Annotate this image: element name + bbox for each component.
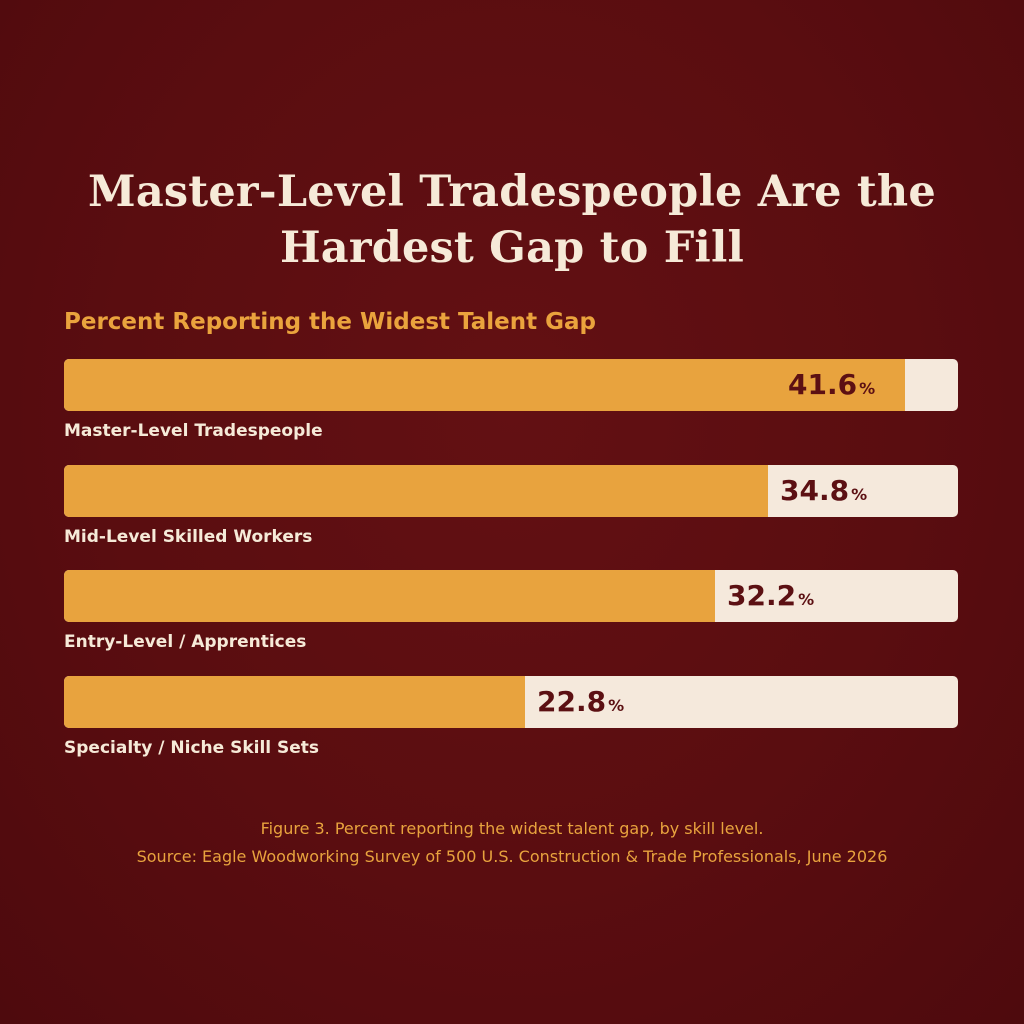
- bar-row: 34.8% Mid-Level Skilled Workers: [64, 464, 958, 547]
- bar-value-label: 32.2%: [727, 570, 814, 622]
- bar-track: [64, 359, 958, 411]
- caption-source-line: Source: Eagle Woodworking Survey of 500 …: [136, 847, 888, 866]
- bar-track: [64, 675, 958, 728]
- bar-category-label: Mid-Level Skilled Workers: [64, 526, 313, 547]
- bar-category-label: Master-Level Tradespeople: [64, 421, 323, 441]
- bar-value-label: 22.8%: [537, 676, 624, 728]
- caption-figure-line: Figure 3. Percent reporting the widest t…: [260, 819, 764, 838]
- bar-value-unit: %: [851, 484, 868, 504]
- bar-value-unit: %: [608, 695, 625, 715]
- bar: [64, 570, 715, 622]
- bar-value-unit: %: [798, 590, 815, 609]
- bar-category-label: Entry-Level / Apprentices: [64, 632, 307, 652]
- bar: [64, 359, 905, 411]
- bar-value-unit: %: [859, 379, 876, 398]
- chart-title: Master-Level Tradespeople Are the Hardes…: [88, 167, 936, 273]
- bar-value-number: 34.8: [780, 473, 850, 507]
- bar-value-number: 32.2: [727, 579, 797, 612]
- figure-caption: Figure 3. Percent reporting the widest t…: [40, 815, 984, 871]
- bar-row: 22.8% Specialty / Niche Skill Sets: [64, 675, 958, 758]
- bar: [64, 675, 525, 728]
- bar-track: [64, 570, 958, 622]
- bar-value-label: 41.6%: [788, 359, 875, 411]
- bar-row: 41.6% Master-Level Tradespeople: [64, 359, 958, 441]
- bar-value-label: 34.8%: [780, 465, 867, 517]
- bar-row: 32.2% Entry-Level / Apprentices: [64, 570, 958, 652]
- bar-track: [64, 464, 958, 517]
- bar-value-number: 22.8: [537, 684, 607, 718]
- chart-subtitle: Percent Reporting the Widest Talent Gap: [64, 309, 596, 335]
- bar-category-label: Specialty / Niche Skill Sets: [64, 737, 320, 758]
- bar: [64, 464, 768, 517]
- bar-value-number: 41.6: [788, 368, 858, 401]
